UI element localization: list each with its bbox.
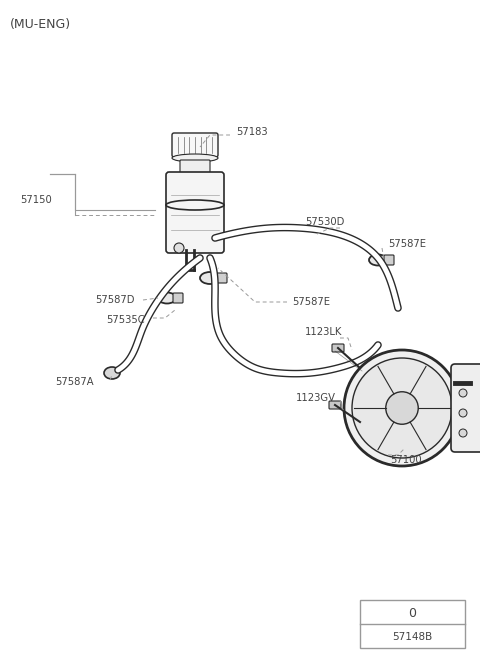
Ellipse shape bbox=[369, 254, 387, 266]
FancyBboxPatch shape bbox=[332, 344, 344, 352]
Circle shape bbox=[352, 358, 452, 458]
FancyBboxPatch shape bbox=[172, 133, 218, 157]
FancyBboxPatch shape bbox=[329, 401, 341, 409]
Text: 57535C: 57535C bbox=[106, 315, 144, 325]
Text: 57587E: 57587E bbox=[292, 297, 330, 307]
Text: 57587A: 57587A bbox=[55, 377, 94, 387]
Circle shape bbox=[386, 392, 418, 424]
Text: 57148B: 57148B bbox=[392, 632, 432, 643]
Circle shape bbox=[174, 243, 184, 253]
FancyBboxPatch shape bbox=[180, 160, 210, 176]
Text: 57150: 57150 bbox=[20, 195, 52, 205]
Ellipse shape bbox=[172, 154, 218, 162]
Text: 57587E: 57587E bbox=[388, 239, 426, 249]
Circle shape bbox=[459, 409, 467, 417]
FancyBboxPatch shape bbox=[173, 293, 183, 303]
Text: 0: 0 bbox=[408, 607, 417, 620]
Circle shape bbox=[459, 389, 467, 397]
Ellipse shape bbox=[158, 293, 176, 303]
Text: 57100: 57100 bbox=[390, 455, 421, 465]
Text: 57183: 57183 bbox=[236, 127, 268, 137]
FancyBboxPatch shape bbox=[166, 172, 224, 253]
Text: 1123GV: 1123GV bbox=[296, 393, 336, 403]
Text: 1123LK: 1123LK bbox=[305, 327, 342, 337]
Circle shape bbox=[344, 350, 460, 466]
FancyBboxPatch shape bbox=[384, 255, 394, 265]
Text: 57587D: 57587D bbox=[95, 295, 134, 305]
Ellipse shape bbox=[200, 272, 220, 284]
Circle shape bbox=[459, 429, 467, 437]
Bar bbox=[360, 600, 465, 648]
Text: (MU-ENG): (MU-ENG) bbox=[10, 18, 71, 31]
FancyBboxPatch shape bbox=[451, 364, 480, 452]
Ellipse shape bbox=[104, 367, 120, 379]
FancyBboxPatch shape bbox=[217, 273, 227, 283]
Text: 57530D: 57530D bbox=[305, 217, 344, 227]
